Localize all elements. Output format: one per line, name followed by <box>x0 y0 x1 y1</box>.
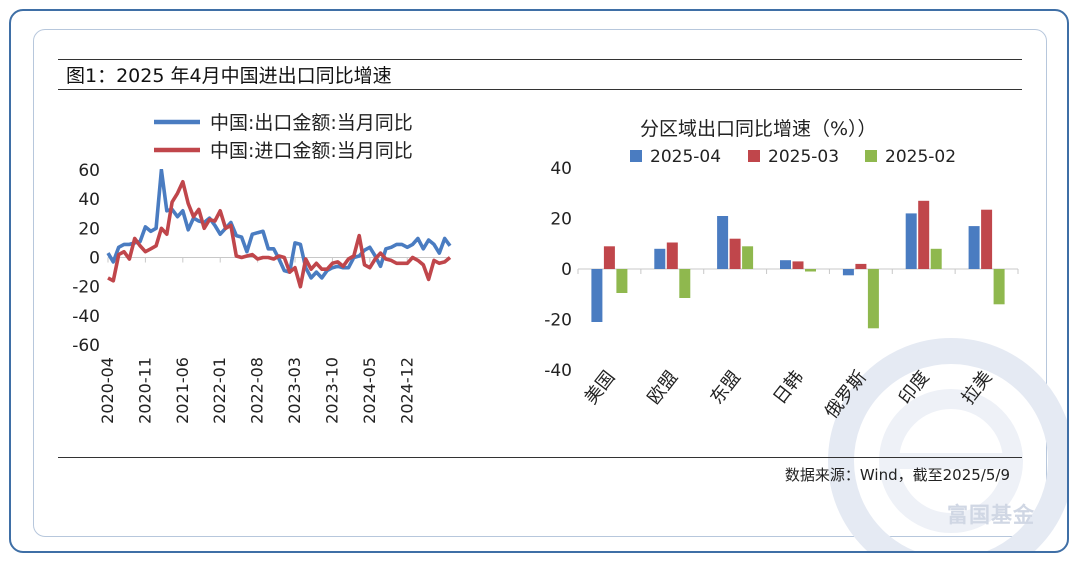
legend-label: 2025-02 <box>885 147 956 167</box>
brand-logo-watermark <box>828 338 1067 551</box>
y-tick-label: -20 <box>544 311 572 331</box>
x-category-label: 拉美 <box>958 367 997 408</box>
x-tick-label: 2020-11 <box>135 357 154 424</box>
bar-2025-02 <box>930 248 942 269</box>
legend-label: 中国:进口金额:当月同比 <box>210 140 413 162</box>
source-note: 数据来源：Wind，截至2025/5/9 <box>784 466 1010 484</box>
x-tick-label: 2023-10 <box>322 357 341 424</box>
y-tick-label: 0 <box>561 260 572 280</box>
legend-swatch <box>748 150 760 162</box>
y-tick-label: 60 <box>78 161 100 181</box>
legend-label: 2025-04 <box>650 147 721 167</box>
x-category-label: 印度 <box>895 367 934 408</box>
bar-2025-02 <box>993 269 1005 305</box>
bar-2025-02 <box>679 269 691 298</box>
y-tick-label: 40 <box>78 190 100 210</box>
x-category-label: 东盟 <box>706 367 745 408</box>
bar-2025-02 <box>742 246 754 269</box>
y-tick-label: -40 <box>72 307 100 327</box>
bar-2025-03 <box>603 246 615 269</box>
bar-2025-03 <box>792 261 804 269</box>
bar-2025-03 <box>918 200 930 269</box>
y-tick-label: -20 <box>72 278 100 298</box>
bar-2025-02 <box>805 269 816 272</box>
bar-2025-04 <box>654 248 666 269</box>
x-tick-label: 2023-03 <box>285 357 304 424</box>
x-category-label: 俄罗斯 <box>821 367 871 422</box>
figure-title: 图1：2025 年4月中国进出口同比增速 <box>66 65 392 87</box>
legend-swatch <box>630 150 642 162</box>
y-tick-label: 20 <box>550 210 572 230</box>
bar-2025-04 <box>717 216 729 269</box>
source-top-rule <box>58 457 1022 458</box>
x-tick-label: 2021-06 <box>173 357 192 424</box>
x-category-label: 美国 <box>581 367 620 408</box>
title-top-rule <box>58 59 1022 60</box>
bar-2025-04 <box>905 213 917 269</box>
legend-label: 2025-03 <box>768 147 839 167</box>
y-tick-label: 40 <box>550 159 572 179</box>
bar-2025-03 <box>981 209 993 269</box>
y-tick-label: -40 <box>544 361 572 381</box>
title-bottom-rule <box>58 89 1022 90</box>
x-tick-label: 2024-05 <box>360 357 379 424</box>
y-tick-label: -60 <box>72 336 100 356</box>
bar-2025-03 <box>855 263 867 269</box>
brand-watermark-text: 富国基金 <box>947 503 1035 527</box>
chart-title: 分区域出口同比增速（%）） <box>640 118 877 140</box>
x-tick-label: 2020-04 <box>98 357 117 424</box>
bar-2025-04 <box>591 269 603 322</box>
figure-inner-frame <box>33 29 1047 537</box>
export-yoy-line <box>106 169 452 280</box>
x-tick-label: 2022-01 <box>210 357 229 424</box>
regional-export-bar-chart: 分区域出口同比增速（%）） 2025-04 2025-03 2025-02 40 20 0 -… <box>544 118 1019 423</box>
x-category-label: 日韩 <box>769 367 808 408</box>
bar-2025-02 <box>616 269 628 293</box>
bar-2025-03 <box>729 238 741 269</box>
bar-2025-03 <box>666 242 678 269</box>
import-yoy-line <box>107 179 452 289</box>
x-tick-label: 2022-08 <box>248 357 267 424</box>
x-tick-label: 2024-12 <box>397 357 416 424</box>
y-tick-label: 0 <box>89 249 100 269</box>
bar-2025-02 <box>867 269 879 329</box>
bar-2025-04 <box>968 226 980 269</box>
bar-2025-04 <box>842 269 854 276</box>
bar-2025-04 <box>780 260 791 269</box>
figure-frame: 富国基金 <box>9 9 1069 553</box>
legend-label: 中国:出口金额:当月同比 <box>210 112 413 134</box>
legend-swatch <box>865 150 877 162</box>
y-tick-label: 20 <box>78 219 100 239</box>
x-category-label: 欧盟 <box>644 367 683 408</box>
